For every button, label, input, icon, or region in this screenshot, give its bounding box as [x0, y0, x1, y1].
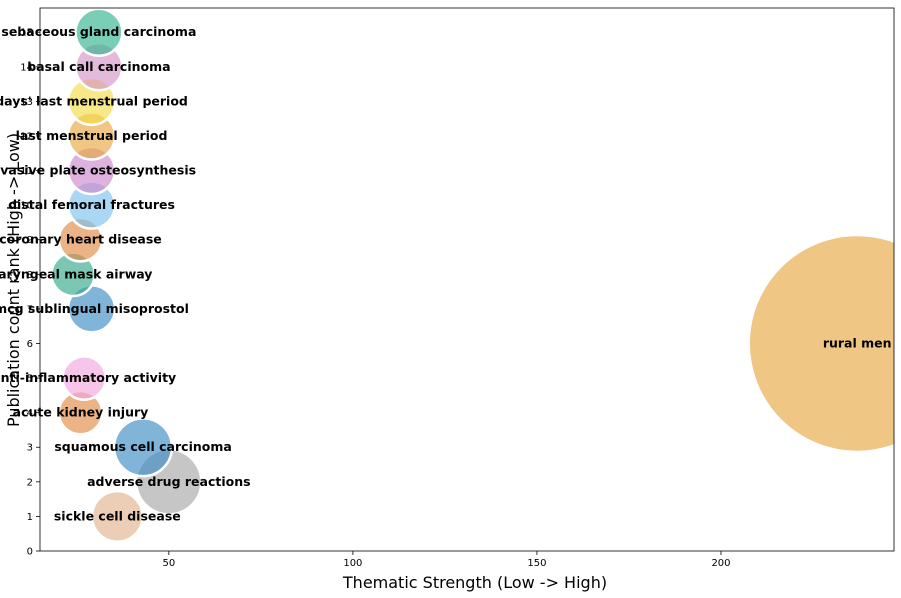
y-tick-label: 5	[27, 374, 33, 385]
bubble	[61, 355, 108, 402]
x-tick-label: 50	[162, 558, 175, 569]
y-tick-label: 14	[20, 62, 33, 73]
bubble-label: basal call carcinoma	[27, 59, 170, 74]
bubble-label: rural men	[823, 335, 892, 350]
x-axis-title: Thematic Strength (Low -> High)	[342, 573, 607, 592]
y-tick-label: 2	[27, 477, 33, 488]
y-tick-label: 4	[27, 408, 33, 419]
bubble-label: sebaceous gland carcinoma	[1, 24, 196, 39]
bubble-label: invasive plate osteosynthesis	[0, 163, 196, 178]
bubble-label: anti-inflammatory activity	[0, 370, 176, 385]
x-axis: 50 100 150 200	[162, 551, 731, 569]
y-tick-label: 0	[27, 547, 33, 558]
x-tick-label: 150	[527, 558, 546, 569]
y-tick-label: 11	[20, 166, 33, 177]
bubble-label: laryngeal mask airway	[0, 266, 152, 281]
x-tick-label: 100	[343, 558, 362, 569]
bubble-label: sickle cell disease	[54, 508, 181, 523]
plot-frame	[39, 7, 895, 552]
y-tick-label: 13	[20, 97, 33, 108]
bubble-label: last menstrual period	[16, 128, 168, 143]
bubble-label: days' last menstrual period	[0, 93, 188, 108]
y-tick-label: 12	[20, 131, 33, 142]
bubble-label: adverse drug reactions	[87, 474, 250, 489]
bubble	[747, 233, 894, 454]
y-tick-label: 3	[27, 443, 33, 454]
bubble	[90, 489, 144, 543]
bubble-label: acute kidney injury	[13, 405, 149, 420]
bubble-label: mcg sublingual misoprostol	[0, 301, 189, 316]
y-tick-label: 10	[20, 201, 33, 212]
y-tick-label: 1	[27, 512, 33, 523]
bubble	[112, 417, 174, 478]
bubbles-layer	[50, 8, 894, 543]
bubble-label: coronary heart disease	[0, 232, 162, 247]
bubble-labels-layer: sickle cell disease adverse drug reaction…	[0, 24, 892, 523]
bubble-label: squamous cell carcinoma	[54, 439, 231, 454]
y-tick-label: 15	[20, 28, 33, 39]
y-tick-label: 7	[27, 304, 33, 315]
bubble-label: distal femoral fractures	[8, 197, 175, 212]
y-tick-label: 8	[27, 270, 33, 281]
x-tick-label: 200	[711, 558, 730, 569]
y-axis-title: Publication count rank (High -> Low)	[4, 133, 23, 427]
bubble	[74, 8, 124, 57]
y-tick-label: 6	[27, 339, 33, 350]
y-tick-label: 9	[27, 235, 33, 246]
